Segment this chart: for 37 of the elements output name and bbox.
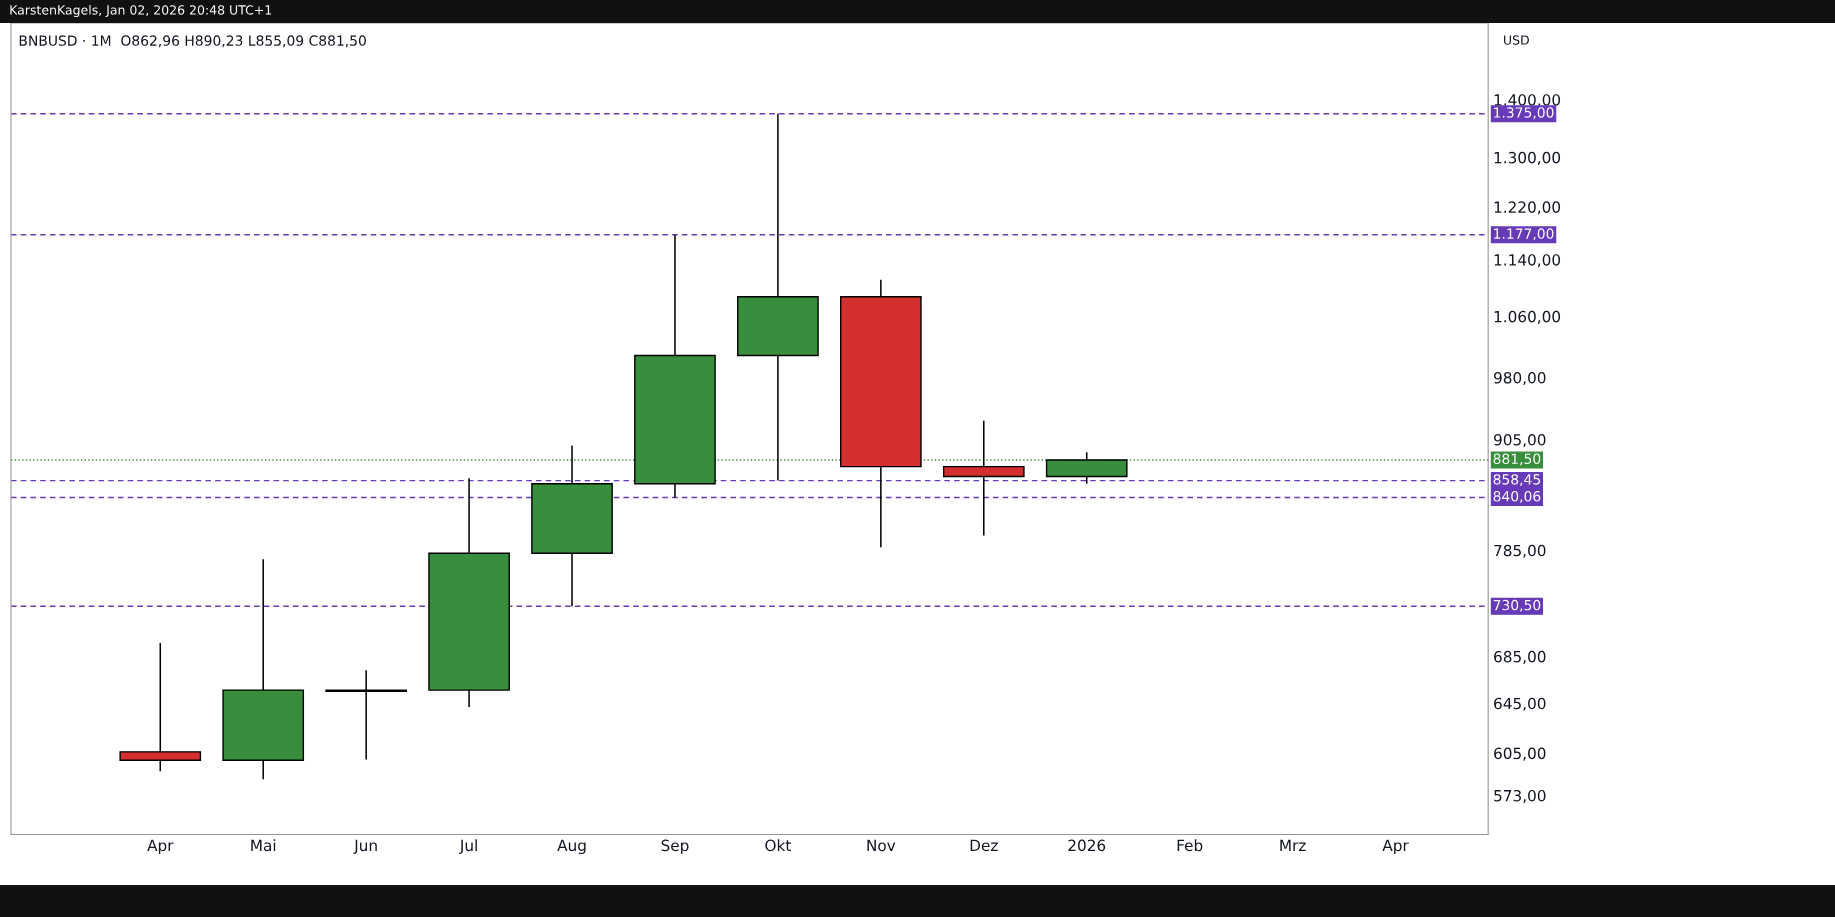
text: KarstenKagels, Jan 02, 2026 20:48 UTC+1: [10, 4, 272, 18]
ref-line-label: 881,50: [1493, 453, 1541, 466]
y-axis-title: USD: [1504, 35, 1529, 45]
ref-line-label: 840,06: [1493, 491, 1541, 503]
x-tick-label: 2026: [1068, 839, 1106, 852]
ref-line-label: 1.177,00: [1494, 228, 1554, 241]
y-tick-label: 1.400,00: [1494, 94, 1561, 108]
x-tick-label: Feb: [1177, 839, 1203, 852]
y-tick-label: 785,00: [1494, 544, 1546, 558]
ref-line-label: 858,45: [1493, 474, 1540, 487]
y-tick-label: 980,00: [1494, 371, 1546, 386]
y-tick-label: 573,00: [1494, 789, 1546, 804]
y-tick-label: 1.060,00: [1494, 310, 1561, 324]
x-tick-label: Apr: [147, 839, 174, 855]
ref-line-label: 1.375,00: [1494, 107, 1554, 120]
x-tick-label: Jul: [459, 839, 477, 854]
y-tick-label: 905,00: [1494, 433, 1546, 448]
y-tick-label: 1.220,00: [1494, 201, 1561, 215]
text: BNBUSD · 1M O862,96 H890,23 L855,09 C881,50: [19, 35, 366, 48]
x-tick-label: Okt: [765, 839, 791, 852]
x-tick-label: Mrz: [1280, 839, 1306, 851]
ref-line-label: 730,50: [1493, 599, 1541, 612]
x-tick-label: Mai: [251, 839, 276, 852]
x-tick-label: Dez: [970, 839, 998, 852]
y-tick-label: 645,00: [1494, 697, 1546, 711]
candlestick: [942, 420, 1025, 537]
x-tick-label: Apr: [1382, 839, 1409, 855]
y-tick-label: 605,00: [1494, 747, 1546, 761]
x-tick-label: Nov: [867, 839, 896, 852]
candlestick: [325, 669, 407, 761]
y-tick-label: 1.140,00: [1494, 254, 1561, 268]
x-tick-label: Jun: [353, 839, 377, 854]
y-tick-label: 685,00: [1494, 650, 1546, 664]
x-tick-label: Sep: [661, 839, 689, 855]
y-tick-label: 1.300,00: [1494, 151, 1561, 165]
x-tick-label: Aug: [557, 839, 586, 855]
candlestick: [119, 642, 202, 773]
